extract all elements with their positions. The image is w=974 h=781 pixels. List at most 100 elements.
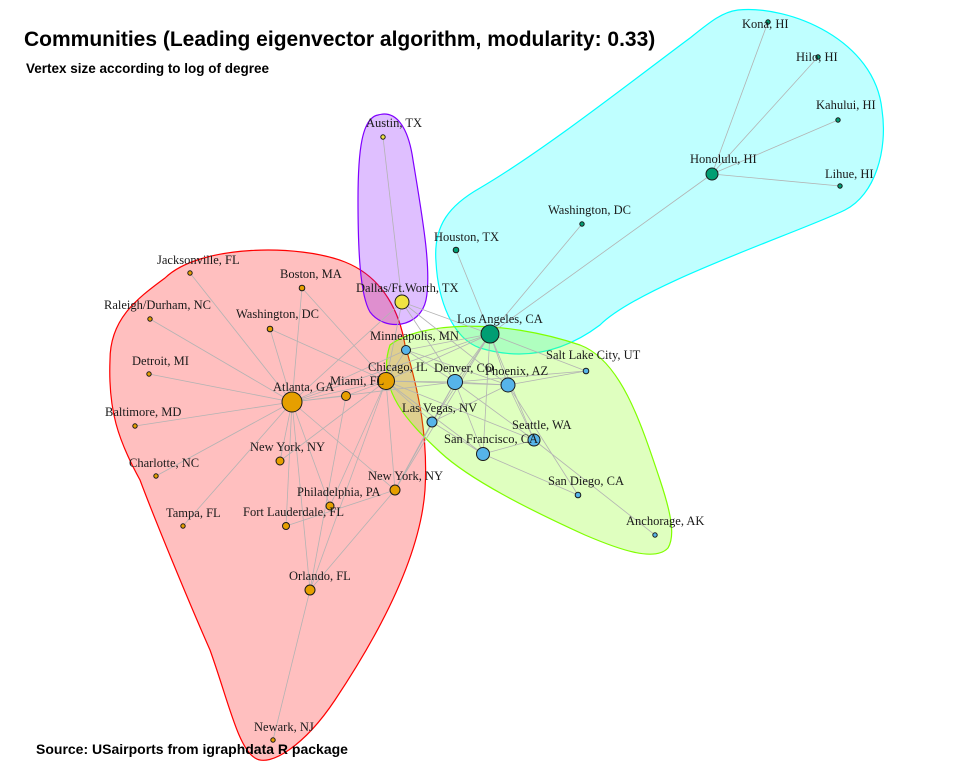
edge-atlanta-boston — [291, 287, 303, 403]
edge-atlanta-raleigh — [149, 318, 293, 403]
edge-los_angeles-salt_lake — [489, 333, 587, 372]
vertex-fort_lauderdale — [282, 522, 290, 530]
vertex-los_angeles — [480, 324, 500, 344]
edge-atlanta-washington_dc1 — [269, 328, 293, 403]
edge-orlando-new_york2 — [309, 489, 396, 591]
edge-atlanta-charlotte — [155, 401, 293, 477]
community-hull-red — [109, 249, 427, 761]
vertex-label-chicago: Chicago, IL — [368, 360, 428, 374]
vertex-orlando — [304, 584, 316, 596]
vertex-label-minneapolis: Minneapolis, MN — [370, 329, 459, 343]
vertex-baltimore — [132, 423, 138, 429]
edge-phoenix-salt_lake — [507, 370, 587, 386]
edge-denver-minneapolis — [405, 349, 456, 383]
vertex-detroit — [146, 371, 152, 377]
edge-orlando-chicago — [309, 380, 387, 591]
vertex-label-newark: Newark, NJ — [254, 720, 314, 734]
vertex-lihue — [837, 183, 843, 189]
vertex-boston — [298, 284, 306, 292]
vertex-minneapolis — [401, 345, 411, 355]
edge-denver-san_francisco — [454, 381, 484, 455]
vertex-label-detroit: Detroit, MI — [132, 354, 189, 368]
edge-atlanta-minneapolis — [291, 349, 407, 403]
vertex-label-los_angeles: Los Angeles, CA — [457, 312, 543, 326]
vertex-label-washington_dc1: Washington, DC — [236, 307, 319, 321]
vertex-label-fort_lauderdale: Fort Lauderdale, FL — [243, 505, 344, 519]
vertex-label-honolulu: Honolulu, HI — [690, 152, 757, 166]
edge-los_angeles-san_francisco — [482, 333, 491, 455]
edge-atlanta-new_york2 — [291, 401, 396, 491]
network-edges — [134, 21, 841, 741]
edge-denver-seattle — [454, 381, 535, 441]
chart-title: Communities (Leading eigenvector algorit… — [24, 28, 656, 51]
vertex-tampa — [180, 523, 186, 529]
edge-honolulu-hilo — [711, 56, 819, 175]
edge-atlanta-chicago — [291, 380, 387, 403]
vertex-denver — [447, 374, 463, 390]
vertex-new_york2 — [389, 484, 401, 496]
vertex-atlanta — [281, 391, 303, 413]
edge-dallas-phoenix — [401, 301, 509, 386]
edge-dallas-denver — [401, 301, 456, 383]
vertex-label-miami: Miami, FL — [330, 374, 384, 388]
vertex-las_vegas — [426, 416, 438, 428]
vertex-label-houston: Houston, TX — [434, 230, 499, 244]
vertex-raleigh — [147, 316, 153, 322]
vertex-label-atlanta: Atlanta, GA — [273, 380, 334, 394]
network-vertex-labels: Kona, HI Hilo, HI Kahului, HI Honolulu, HI L… — [104, 17, 876, 734]
edge-phoenix-las_vegas — [431, 384, 509, 423]
edge-new_york2-chicago — [385, 380, 396, 491]
vertex-label-jacksonville: Jacksonville, FL — [157, 253, 240, 267]
vertex-label-kona: Kona, HI — [742, 17, 789, 31]
edge-honolulu-lihue — [711, 173, 841, 187]
vertex-hilo — [815, 54, 821, 60]
edge-atlanta-jacksonville — [189, 272, 293, 403]
vertex-label-raleigh: Raleigh/Durham, NC — [104, 298, 211, 312]
edge-san_francisco-san_diego — [482, 453, 579, 496]
edge-atlanta-orlando — [291, 401, 311, 591]
chart-subtitle: Vertex size according to log of degree — [26, 61, 270, 76]
vertex-miami — [341, 391, 351, 401]
edge-phoenix-seattle — [507, 384, 535, 441]
edge-chicago-las_vegas — [385, 380, 433, 423]
edge-austin-dallas — [382, 136, 403, 303]
edge-washington_dc2-los_angeles — [489, 223, 583, 335]
edge-minneapolis-phoenix — [405, 349, 509, 386]
vertex-label-denver: Denver, CO — [434, 361, 494, 375]
vertex-philadelphia — [325, 501, 335, 511]
edge-phoenix-san_diego — [507, 384, 579, 496]
vertex-newark — [270, 737, 276, 743]
vertex-honolulu — [705, 167, 719, 181]
edge-atlanta-baltimore — [134, 401, 293, 427]
vertex-label-orlando: Orlando, FL — [289, 569, 351, 583]
vertex-kahului — [835, 117, 841, 123]
vertex-label-boston: Boston, MA — [280, 267, 342, 281]
vertex-austin — [380, 134, 386, 140]
edge-atlanta-detroit — [148, 373, 293, 403]
edge-washington_dc1-chicago — [269, 328, 387, 382]
edge-chicago-seattle — [385, 380, 535, 441]
edge-honolulu-los_angeles — [489, 173, 713, 335]
vertex-label-san_diego: San Diego, CA — [548, 474, 624, 488]
network-vertices — [132, 19, 843, 743]
edge-newark-orlando — [272, 589, 311, 741]
edge-denver-phoenix — [454, 381, 509, 386]
vertex-label-las_vegas: Las Vegas, NV — [402, 401, 477, 415]
edge-dallas-chicago — [385, 301, 403, 382]
community-hulls — [109, 8, 885, 761]
edge-los_angeles-dallas — [401, 301, 491, 335]
community-hull-cyan — [435, 8, 885, 355]
edge-seattle-anchorage — [533, 439, 656, 536]
vertex-label-hilo: Hilo, HI — [796, 50, 838, 64]
vertex-label-tampa: Tampa, FL — [166, 506, 221, 520]
vertex-label-new_york2: New York, NY — [368, 469, 443, 483]
vertex-label-seattle: Seattle, WA — [512, 418, 571, 432]
vertex-new_york1 — [275, 456, 285, 466]
vertex-label-baltimore: Baltimore, MD — [105, 405, 181, 419]
vertex-label-salt_lake: Salt Lake City, UT — [546, 348, 641, 362]
vertex-dallas — [394, 294, 410, 310]
vertex-houston — [452, 246, 460, 254]
edge-las_vegas-san_francisco — [431, 421, 484, 455]
